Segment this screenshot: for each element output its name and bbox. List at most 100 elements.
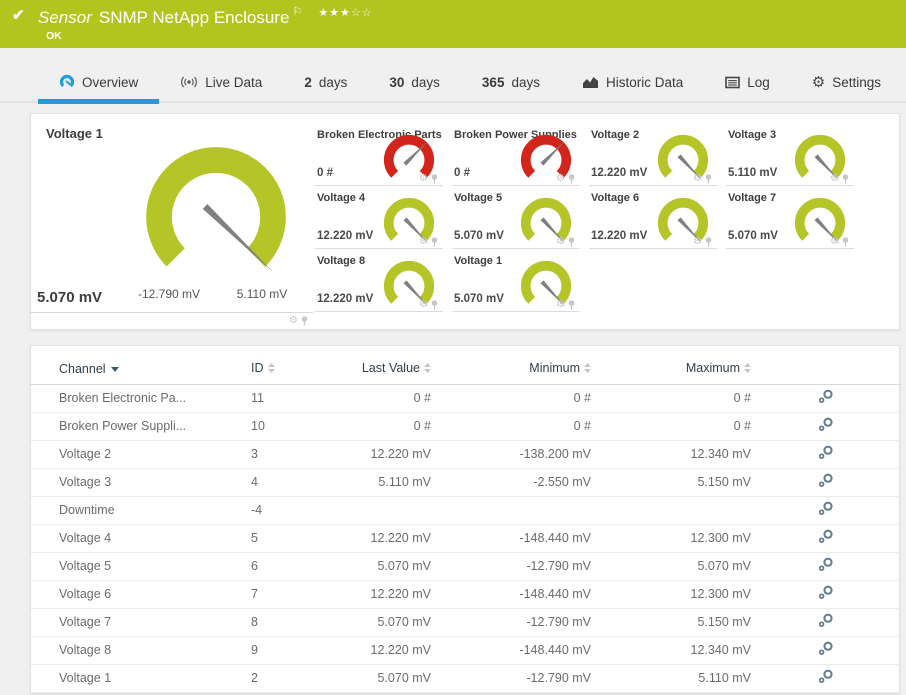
gear-icon[interactable]: ⚙ [419, 299, 428, 310]
gear-icon[interactable]: ⚙ [693, 236, 702, 247]
gauge-value: 5.070 mV [454, 230, 504, 242]
channel-id-cell: 7 [239, 580, 297, 609]
tab-settings[interactable]: ⚙ Settings [791, 61, 902, 103]
minimum-cell: 0 # [431, 412, 591, 441]
channel-settings-icon[interactable] [818, 585, 834, 600]
gauge-max-label: 5.110 mV [236, 287, 288, 301]
column-header-minimum[interactable]: Minimum [431, 354, 591, 385]
channel-name-cell: Voltage 4 [31, 524, 239, 553]
pin-icon[interactable] [301, 316, 308, 326]
channel-actions-cell [751, 608, 901, 637]
channel-name-cell: Voltage 8 [31, 636, 239, 665]
gauge-icon [59, 74, 75, 90]
maximum-cell: 12.340 mV [591, 636, 751, 665]
gear-icon[interactable]: ⚙ [419, 236, 428, 247]
gear-icon[interactable]: ⚙ [556, 173, 565, 184]
channel-settings-icon[interactable] [818, 445, 834, 460]
pin-icon[interactable] [842, 174, 849, 184]
maximum-cell: 12.340 mV [591, 440, 751, 469]
primary-gauge-cell: Voltage 1 -12.790 mV 5.110 mV 5.070 mV ⚙ [31, 114, 315, 329]
gauge-actions: ⚙ [830, 174, 849, 184]
tab-log[interactable]: Log [704, 61, 791, 103]
sensor-title-line: Sensor SNMP NetApp Enclosure ⚐ ★★★☆☆ [38, 5, 373, 28]
pin-icon[interactable] [431, 237, 438, 247]
star-empty-icons[interactable]: ☆☆ [350, 7, 373, 19]
pin-icon[interactable] [568, 237, 575, 247]
channel-settings-icon[interactable] [818, 669, 834, 684]
pin-icon[interactable] [568, 300, 575, 310]
channel-row: Voltage 3 4 5.110 mV -2.550 mV 5.150 mV [31, 468, 901, 497]
maximum-cell: 5.110 mV [591, 664, 751, 693]
gauge-label: Voltage 3 [728, 129, 777, 141]
channel-settings-icon[interactable] [818, 613, 834, 628]
channel-actions-cell [751, 552, 901, 581]
column-header-channel[interactable]: Channel [31, 354, 239, 385]
gear-icon[interactable]: ⚙ [556, 236, 565, 247]
gear-icon[interactable]: ⚙ [830, 173, 839, 184]
channel-settings-icon[interactable] [818, 473, 834, 488]
gauge-dial [383, 260, 435, 312]
channel-id-cell: 6 [239, 552, 297, 581]
gauge-label: Voltage 6 [591, 192, 640, 204]
tab-label: Historic Data [605, 74, 684, 90]
tab-overview[interactable]: Overview [38, 61, 160, 104]
channel-actions-cell [751, 524, 901, 553]
tab-label: days [318, 74, 348, 90]
gear-icon[interactable]: ⚙ [419, 173, 428, 184]
channel-name-cell: Downtime [31, 496, 239, 525]
tab-live-data[interactable]: Live Data [159, 61, 283, 103]
gauge-dial [657, 197, 709, 249]
pin-icon[interactable] [431, 300, 438, 310]
sort-icon [744, 362, 751, 376]
tab-label: Overview [82, 74, 139, 90]
small-gauges-grid: Broken Electronic Parts 0 # ⚙ Broken Pow… [315, 114, 863, 329]
minimum-cell: -12.790 mV [431, 552, 591, 581]
tab-365-days[interactable]: 365 days [461, 61, 561, 103]
last-value-cell: 12.220 mV [297, 636, 431, 665]
gear-icon[interactable]: ⚙ [289, 315, 298, 326]
pin-icon[interactable] [431, 174, 438, 184]
sort-icon [267, 362, 275, 376]
channel-actions-cell [751, 412, 901, 441]
column-header-id[interactable]: ID [239, 354, 297, 385]
priority-stars[interactable]: ★★★☆☆ [318, 7, 372, 19]
sensor-tab-bar: Overview Live Data 2 days 30 days 365 da… [0, 61, 906, 104]
minimum-cell: -148.440 mV [431, 580, 591, 609]
gauge-dial [794, 197, 846, 249]
tab-label: days [511, 74, 540, 90]
channel-settings-icon[interactable] [818, 417, 834, 432]
tab-historic-data[interactable]: Historic Data [561, 61, 704, 103]
gauge-dial [794, 134, 846, 186]
gauge-value: 5.070 mV [454, 293, 504, 305]
pin-icon[interactable] [842, 237, 849, 247]
gear-icon[interactable]: ⚙ [556, 299, 565, 310]
channel-settings-icon[interactable] [818, 389, 834, 404]
channel-row: Broken Electronic Pa... 11 0 # 0 # 0 # [31, 384, 901, 413]
channel-settings-icon[interactable] [818, 557, 834, 572]
gear-icon[interactable]: ⚙ [693, 173, 702, 184]
channel-settings-icon[interactable] [818, 501, 834, 516]
live-broadcast-icon [180, 75, 198, 89]
channel-settings-icon[interactable] [818, 529, 834, 544]
maximum-cell: 5.150 mV [591, 468, 751, 497]
tab-label: days [411, 74, 440, 90]
tab-2-days[interactable]: 2 days [283, 61, 368, 103]
column-header-maximum[interactable]: Maximum [591, 354, 751, 385]
pin-icon[interactable] [705, 237, 712, 247]
maximum-cell [591, 496, 751, 525]
channel-actions-cell [751, 468, 901, 497]
pin-icon[interactable] [705, 174, 712, 184]
column-header-last-value[interactable]: Last Value [297, 354, 431, 385]
star-filled-icons[interactable]: ★★★ [318, 7, 351, 19]
channel-settings-icon[interactable] [818, 641, 834, 656]
tab-30-days[interactable]: 30 days [368, 61, 461, 103]
gear-icon[interactable]: ⚙ [830, 236, 839, 247]
channel-name-cell: Voltage 2 [31, 440, 239, 469]
gauge-dial [383, 134, 435, 186]
pin-icon[interactable] [568, 174, 575, 184]
object-kind-label: Sensor [38, 8, 92, 27]
gauge-cell: Voltage 6 12.220 mV ⚙ [589, 187, 719, 250]
log-list-icon [725, 76, 741, 89]
gauge-actions: ⚙ [289, 316, 308, 326]
gauge-label: Voltage 2 [591, 129, 640, 141]
